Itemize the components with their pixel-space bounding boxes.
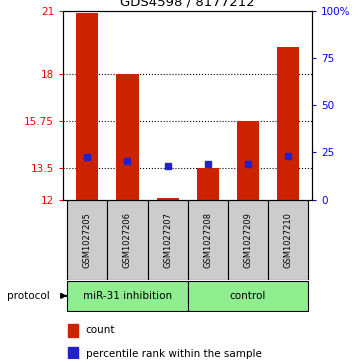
Text: protocol: protocol (7, 291, 50, 301)
Text: control: control (230, 291, 266, 301)
FancyBboxPatch shape (67, 281, 188, 310)
Text: miR-31 inhibition: miR-31 inhibition (83, 291, 172, 301)
FancyBboxPatch shape (228, 200, 268, 280)
FancyBboxPatch shape (67, 200, 107, 280)
Bar (116, 74, 139, 200)
Bar (197, 168, 219, 200)
Bar (76, 13, 98, 200)
Bar (68, 323, 78, 337)
FancyBboxPatch shape (188, 200, 228, 280)
Text: percentile rank within the sample: percentile rank within the sample (86, 349, 261, 359)
Text: GSM1027206: GSM1027206 (123, 212, 132, 268)
FancyBboxPatch shape (107, 200, 148, 280)
Bar (277, 46, 299, 200)
Text: GSM1027207: GSM1027207 (163, 212, 172, 268)
Bar (68, 347, 78, 360)
FancyBboxPatch shape (188, 281, 308, 310)
Bar (237, 121, 259, 200)
FancyBboxPatch shape (268, 200, 308, 280)
Title: GDS4598 / 8177212: GDS4598 / 8177212 (120, 0, 255, 8)
Text: GSM1027210: GSM1027210 (284, 212, 293, 268)
Text: GSM1027208: GSM1027208 (203, 212, 212, 268)
FancyBboxPatch shape (148, 200, 188, 280)
Text: count: count (86, 325, 115, 335)
Text: GSM1027205: GSM1027205 (83, 212, 92, 268)
Bar (157, 197, 179, 200)
Text: GSM1027209: GSM1027209 (243, 212, 252, 268)
